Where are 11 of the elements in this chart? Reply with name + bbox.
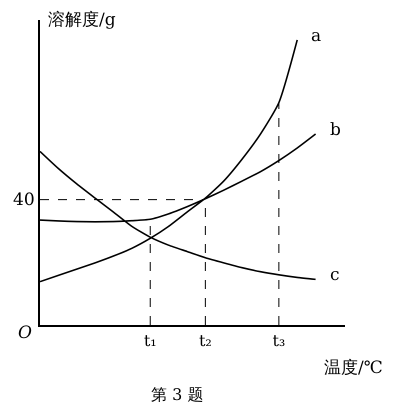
text: O bbox=[18, 323, 32, 343]
series-label: c bbox=[330, 265, 340, 285]
series-label: a bbox=[311, 26, 322, 46]
x-tick-label: t₂ bbox=[198, 330, 212, 350]
x-tick-label: t₃ bbox=[272, 330, 286, 350]
text: 第 3 题 bbox=[151, 385, 204, 404]
x-axis-title: 温度/℃ bbox=[324, 358, 383, 378]
x-tick-label: t₁ bbox=[144, 330, 157, 350]
text: 40 bbox=[13, 190, 35, 210]
series-label: b bbox=[330, 120, 341, 140]
y-axis-title: 溶解度/g bbox=[48, 10, 116, 30]
